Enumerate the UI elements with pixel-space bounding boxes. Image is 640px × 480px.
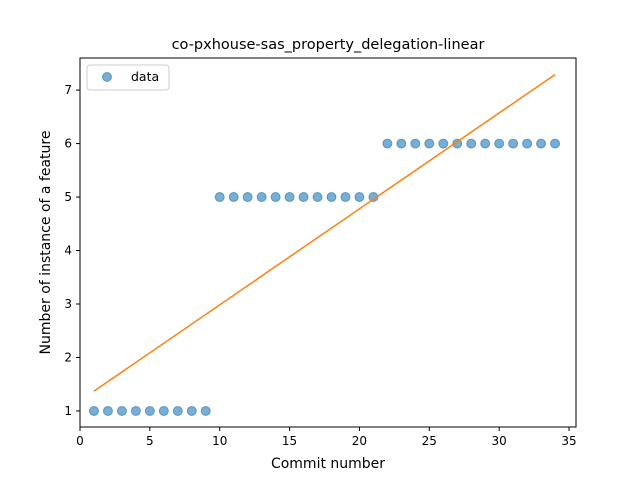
x-tick-label: 0 (76, 434, 84, 448)
data-point (410, 138, 421, 149)
data-point (438, 138, 449, 149)
fit-line (93, 73, 556, 392)
y-tick-label: 3 (64, 297, 72, 311)
data-point (452, 138, 463, 149)
data-point (354, 192, 365, 203)
data-point (284, 192, 295, 203)
data-point (396, 138, 407, 149)
x-tick-label: 15 (282, 434, 297, 448)
data-point (256, 192, 267, 203)
y-tick-label: 6 (64, 137, 72, 151)
data-point (326, 192, 337, 203)
legend: data (86, 64, 170, 91)
data-point (480, 138, 491, 149)
data-point (186, 405, 197, 416)
legend-box (86, 64, 170, 91)
data-point (382, 138, 393, 149)
data-point (88, 405, 99, 416)
data-point (270, 192, 281, 203)
data-point (172, 405, 183, 416)
y-tick-label: 4 (64, 244, 72, 258)
x-tick-label: 30 (492, 434, 507, 448)
data-point (312, 192, 323, 203)
data-point (242, 192, 253, 203)
data-point (130, 405, 141, 416)
x-tick-label: 10 (212, 434, 227, 448)
y-tick-label: 7 (64, 83, 72, 97)
data-point (508, 138, 519, 149)
data-point (522, 138, 533, 149)
data-point (298, 192, 309, 203)
data-point (200, 405, 211, 416)
y-tick-label: 2 (64, 350, 72, 364)
data-point (340, 192, 351, 203)
data-point (494, 138, 505, 149)
x-tick-label: 20 (352, 434, 367, 448)
y-tick-label: 5 (64, 190, 72, 204)
data-point (466, 138, 477, 149)
x-tick-label: 5 (146, 434, 154, 448)
data-point (424, 138, 435, 149)
x-tick-label: 25 (422, 434, 437, 448)
y-tick-label: 1 (64, 404, 72, 418)
data-point (144, 405, 155, 416)
data-point (116, 405, 127, 416)
plot-area (88, 73, 561, 416)
x-axis-label: Commit number (271, 456, 385, 472)
axis-ticks: 0 5 10 15 20 25 30 35 1 2 3 4 5 6 7 (64, 83, 576, 448)
plot-frame (79, 57, 577, 428)
data-point (102, 405, 113, 416)
y-axis-label: Number of instance of a feature (38, 131, 54, 355)
legend-label-data: data (131, 69, 159, 84)
data-point (214, 192, 225, 203)
data-point (550, 138, 561, 149)
x-tick-label: 35 (561, 434, 576, 448)
data-point (158, 405, 169, 416)
legend-marker-data (102, 72, 112, 82)
chart-title: co-pxhouse-sas_property_delegation-linea… (172, 37, 485, 53)
data-point (228, 192, 239, 203)
data-point (536, 138, 547, 149)
